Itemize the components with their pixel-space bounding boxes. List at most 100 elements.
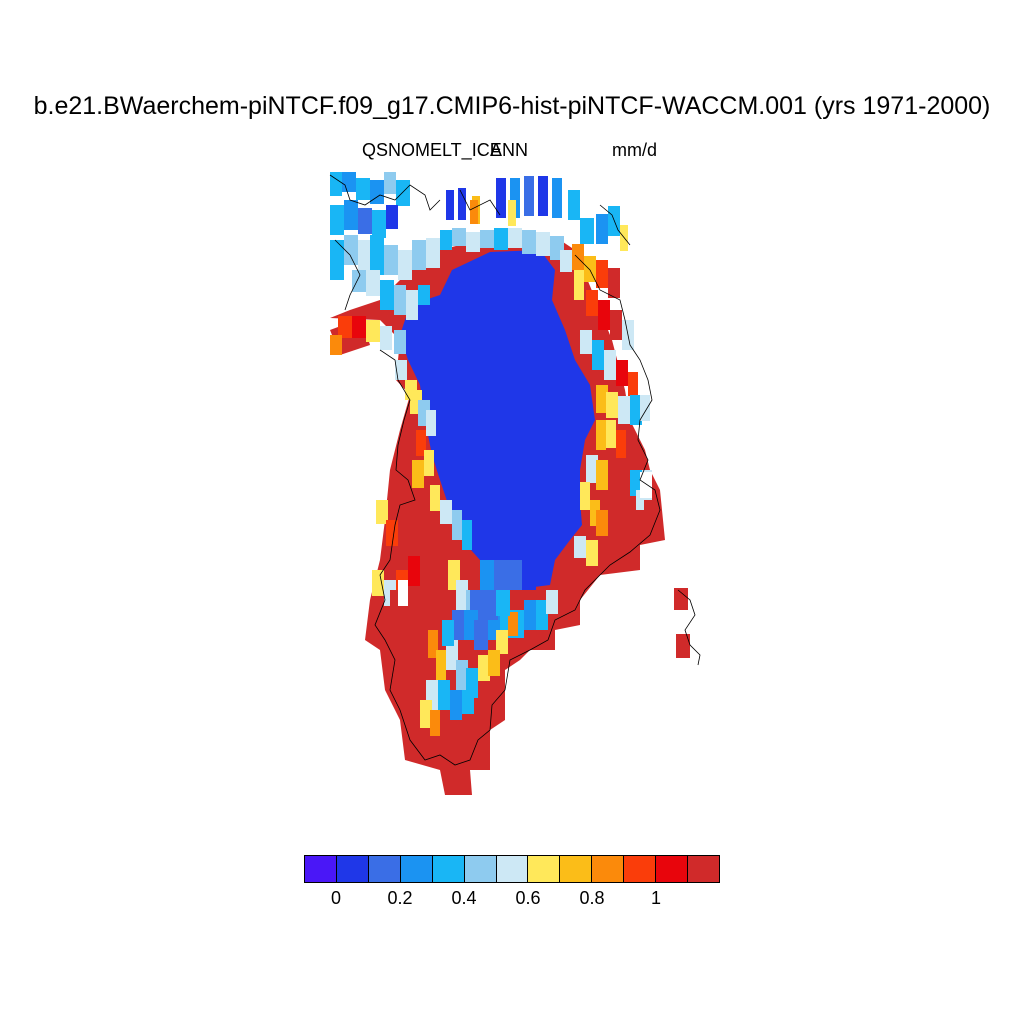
grid-cell <box>630 395 642 425</box>
grid-cell <box>452 510 462 540</box>
grid-cell <box>442 620 454 646</box>
grid-cell <box>370 235 384 275</box>
grid-cell <box>440 500 452 524</box>
grid-cell <box>574 536 586 558</box>
grid-cell <box>608 268 620 298</box>
grid-cell <box>380 326 392 350</box>
grid-cell <box>480 230 494 248</box>
grid-cell <box>616 360 628 386</box>
grid-cell <box>330 205 344 235</box>
grid-cell <box>456 580 468 610</box>
grid-cell <box>330 335 342 355</box>
grid-cell <box>408 556 420 586</box>
grid-cell <box>430 485 440 511</box>
grid-cell <box>394 330 406 354</box>
plot-title: b.e21.BWaerchem-piNTCF.f09_g17.CMIP6-his… <box>33 92 991 120</box>
grid-cell <box>496 178 506 218</box>
grid-cell <box>508 228 522 248</box>
grid-cell <box>344 235 358 265</box>
colorbar-box <box>688 856 719 882</box>
grid-cell <box>494 228 508 250</box>
grid-cell <box>462 690 474 714</box>
grid-cell <box>352 270 366 292</box>
colorbar-tick-label: 0.2 <box>387 888 413 908</box>
grid-cell <box>596 420 606 450</box>
grid-cell <box>344 200 358 230</box>
grid-cell <box>372 570 384 596</box>
grid-cell <box>494 560 508 590</box>
grid-cell <box>552 178 562 218</box>
grid-cell <box>370 180 384 204</box>
grid-cell <box>484 590 498 620</box>
grid-cell <box>458 188 466 220</box>
grid-cell <box>412 460 424 488</box>
grid-cell <box>398 250 412 280</box>
grid-cell <box>395 360 407 380</box>
grid-cell <box>618 396 630 424</box>
units-label: mm/d <box>612 140 657 160</box>
grid-cell <box>596 260 608 288</box>
grid-cell <box>372 210 386 238</box>
grid-cell <box>522 560 536 590</box>
grid-cell <box>452 610 466 640</box>
grid-cell <box>508 560 522 590</box>
grid-cell <box>676 634 690 658</box>
grid-cell <box>536 232 550 256</box>
grid-cell <box>330 240 344 280</box>
grid-cell <box>568 190 580 220</box>
grid-cell <box>560 250 572 272</box>
grid-cell <box>488 650 500 676</box>
grid-cell <box>384 172 396 194</box>
grid-cell <box>426 238 440 268</box>
grid-cell <box>446 640 458 670</box>
grid-cell <box>586 290 598 316</box>
grid-cell <box>380 280 394 310</box>
grid-cell <box>366 320 380 342</box>
grid-cell <box>446 190 454 220</box>
grid-cell <box>586 455 598 483</box>
grid-cell <box>510 178 520 218</box>
grid-cell <box>606 392 618 418</box>
grid-cell <box>436 650 446 680</box>
grid-cell <box>636 490 644 510</box>
grid-cell <box>604 350 616 380</box>
colorbar-box <box>368 856 401 882</box>
grid-cell <box>628 372 638 396</box>
grid-cell <box>586 540 598 566</box>
grid-cell <box>430 710 440 736</box>
grid-cell <box>406 290 418 320</box>
grid-cell <box>580 482 590 510</box>
colorbar-tick-label: 1 <box>650 888 662 908</box>
grid-cell <box>524 176 534 216</box>
grid-cell <box>366 270 380 296</box>
grid-cell <box>394 285 406 315</box>
missing-cell <box>398 580 408 606</box>
grid-cell <box>606 420 616 448</box>
grid-cell <box>386 520 398 546</box>
grid-cell <box>342 172 356 192</box>
grid-cell <box>330 172 342 196</box>
grid-cell <box>352 316 366 338</box>
grid-cell <box>450 690 462 720</box>
grid-cell <box>496 630 508 654</box>
grid-cell <box>596 510 608 536</box>
grid-cell <box>508 200 516 226</box>
season-label: ANN <box>490 140 529 160</box>
grid-cell <box>572 244 584 270</box>
grid-cell <box>456 660 468 690</box>
colorbar-box <box>400 856 433 882</box>
grid-cell <box>396 180 410 206</box>
grid-cell <box>546 590 558 614</box>
missing-cell <box>640 472 652 498</box>
grid-cell <box>424 450 434 476</box>
melt-grid-cells <box>330 172 690 748</box>
grid-cell <box>478 655 490 681</box>
grid-cell <box>470 200 478 224</box>
grid-cell <box>452 228 466 246</box>
colorbar-tick-label: 0.6 <box>515 888 541 908</box>
grid-cell <box>418 285 430 305</box>
colorbar-box <box>432 856 465 882</box>
grid-cell <box>522 230 536 254</box>
grid-cell <box>640 395 650 421</box>
